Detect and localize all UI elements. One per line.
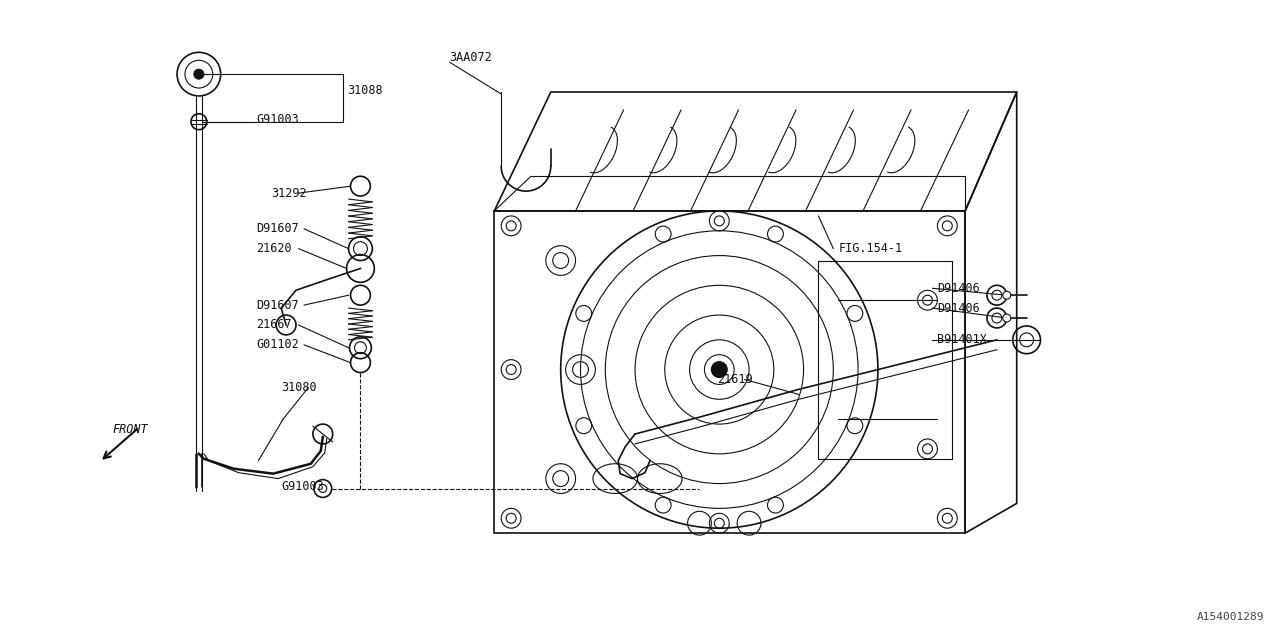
Text: D91607: D91607 [256,299,300,312]
Text: A154001289: A154001289 [1197,612,1265,622]
Text: B91401X: B91401X [937,333,987,346]
Text: 31088: 31088 [348,83,383,97]
Text: D91406: D91406 [937,282,980,295]
Text: 3AA072: 3AA072 [449,51,493,64]
Text: 31292: 31292 [271,187,307,200]
Text: G91003: G91003 [282,480,324,493]
Text: D91406: D91406 [937,301,980,315]
Circle shape [712,362,727,378]
Circle shape [1002,314,1011,322]
Text: 21667: 21667 [256,319,292,332]
Text: 21620: 21620 [256,242,292,255]
Text: 21619: 21619 [717,373,753,386]
Text: G01102: G01102 [256,339,300,351]
Text: D91607: D91607 [256,222,300,236]
Text: FIG.154-1: FIG.154-1 [838,242,902,255]
Text: G91003: G91003 [256,113,300,126]
Text: FRONT: FRONT [113,422,148,436]
Text: 31080: 31080 [282,381,316,394]
Circle shape [193,69,204,79]
Circle shape [1002,291,1011,299]
